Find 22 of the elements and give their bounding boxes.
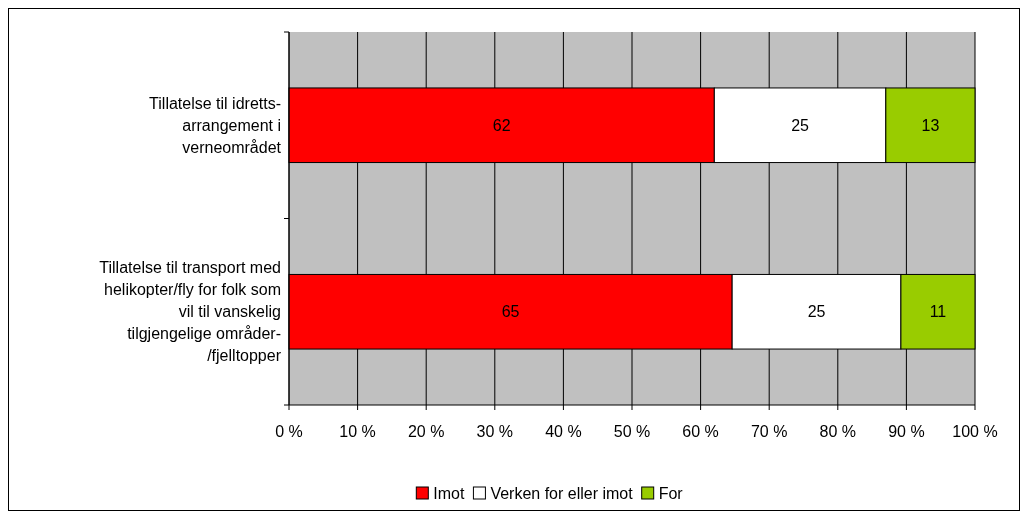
legend-label: Imot	[433, 484, 465, 502]
x-tick-label: 30 %	[476, 423, 514, 440]
x-tick-label: 70 %	[750, 423, 788, 440]
data-label: 25	[791, 116, 810, 134]
x-tick-label: 0 %	[275, 423, 303, 440]
y-tick-label: Tillatelse til idretts-arrangement i verneområdet	[149, 94, 282, 156]
x-tick-label: 90 %	[888, 423, 925, 440]
data-label: 25	[807, 303, 826, 321]
x-tick-label: 20 %	[407, 423, 445, 440]
data-label: 13	[921, 116, 940, 134]
x-tick-label: 50 %	[613, 423, 651, 440]
data-label: 11	[929, 303, 947, 321]
data-label: 62	[492, 116, 511, 134]
legend-label: Verken for eller imot	[490, 484, 634, 502]
x-tick-label: 10 %	[339, 423, 376, 440]
x-tick-label: 60 %	[682, 423, 719, 440]
x-tick-label: 80 %	[819, 423, 857, 440]
x-tick-label: 40 %	[545, 423, 582, 440]
legend-label: For	[658, 484, 684, 502]
data-label: 65	[501, 303, 520, 321]
x-tick-label: 100 %	[952, 423, 998, 440]
y-tick-label: Tillatelse til transport med helikopter/fly for folk som vil til vanskelig tilgjengelige områder-/fjelltopper	[99, 259, 282, 365]
